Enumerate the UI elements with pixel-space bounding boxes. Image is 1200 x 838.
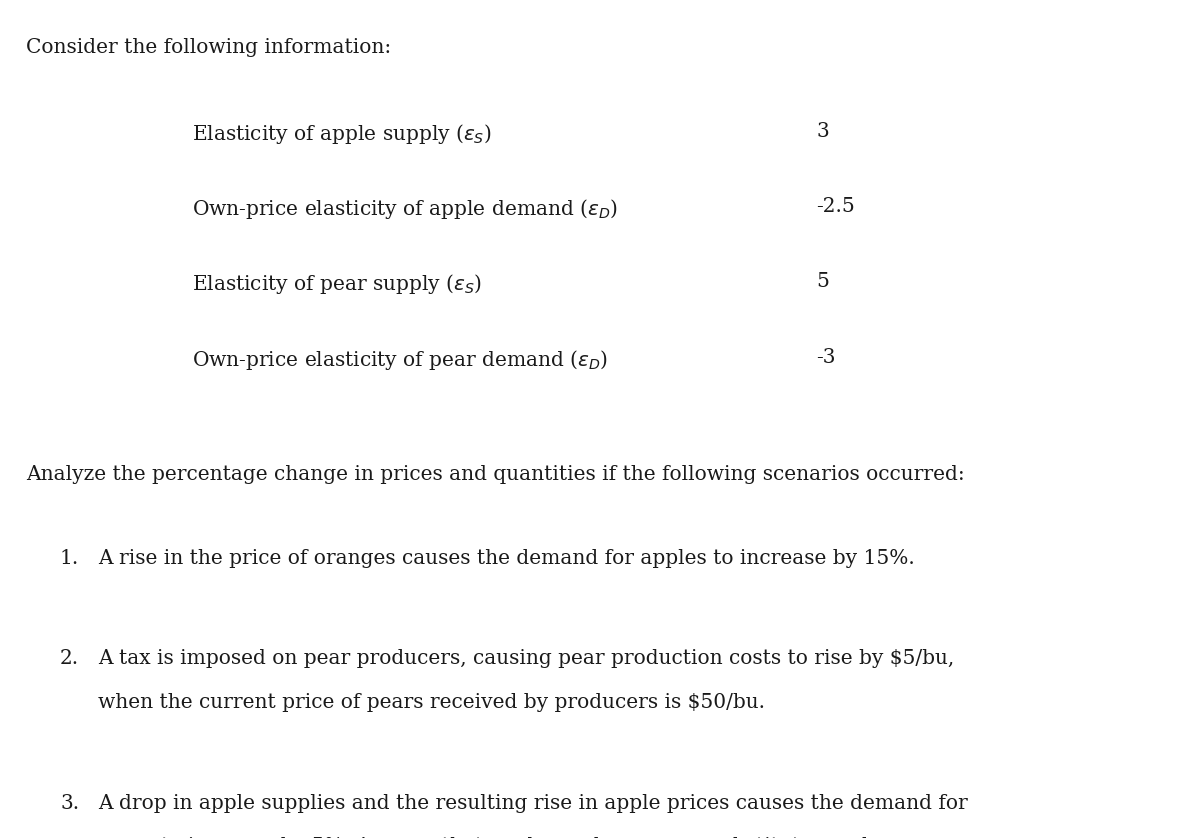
Text: when the current price of pears received by producers is $50/bu.: when the current price of pears received…: [98, 693, 766, 712]
Text: Analyze the percentage change in prices and quantities if the following scenario: Analyze the percentage change in prices …: [26, 465, 965, 484]
Text: 2.: 2.: [60, 649, 79, 669]
Text: Elasticity of apple supply ($\varepsilon_S$): Elasticity of apple supply ($\varepsilon…: [192, 122, 492, 146]
Text: A drop in apple supplies and the resulting rise in apple prices causes the deman: A drop in apple supplies and the resulti…: [98, 794, 968, 813]
Text: 1.: 1.: [60, 549, 79, 568]
Text: Elasticity of pear supply ($\varepsilon_S$): Elasticity of pear supply ($\varepsilon_…: [192, 272, 482, 297]
Text: 3.: 3.: [60, 794, 79, 813]
Text: Own-price elasticity of pear demand ($\varepsilon_D$): Own-price elasticity of pear demand ($\v…: [192, 348, 608, 372]
Text: -2.5: -2.5: [816, 197, 854, 216]
Text: 5: 5: [816, 272, 829, 292]
Text: A rise in the price of oranges causes the demand for apples to increase by 15%.: A rise in the price of oranges causes th…: [98, 549, 916, 568]
Text: pears to increase by 5%. Assume that apples and pears are substitute goods.: pears to increase by 5%. Assume that app…: [98, 837, 886, 838]
Text: A tax is imposed on pear producers, causing pear production costs to rise by $5/: A tax is imposed on pear producers, caus…: [98, 649, 955, 669]
Text: Own-price elasticity of apple demand ($\varepsilon_D$): Own-price elasticity of apple demand ($\…: [192, 197, 618, 221]
Text: Consider the following information:: Consider the following information:: [26, 38, 391, 57]
Text: 3: 3: [816, 122, 829, 141]
Text: -3: -3: [816, 348, 835, 367]
